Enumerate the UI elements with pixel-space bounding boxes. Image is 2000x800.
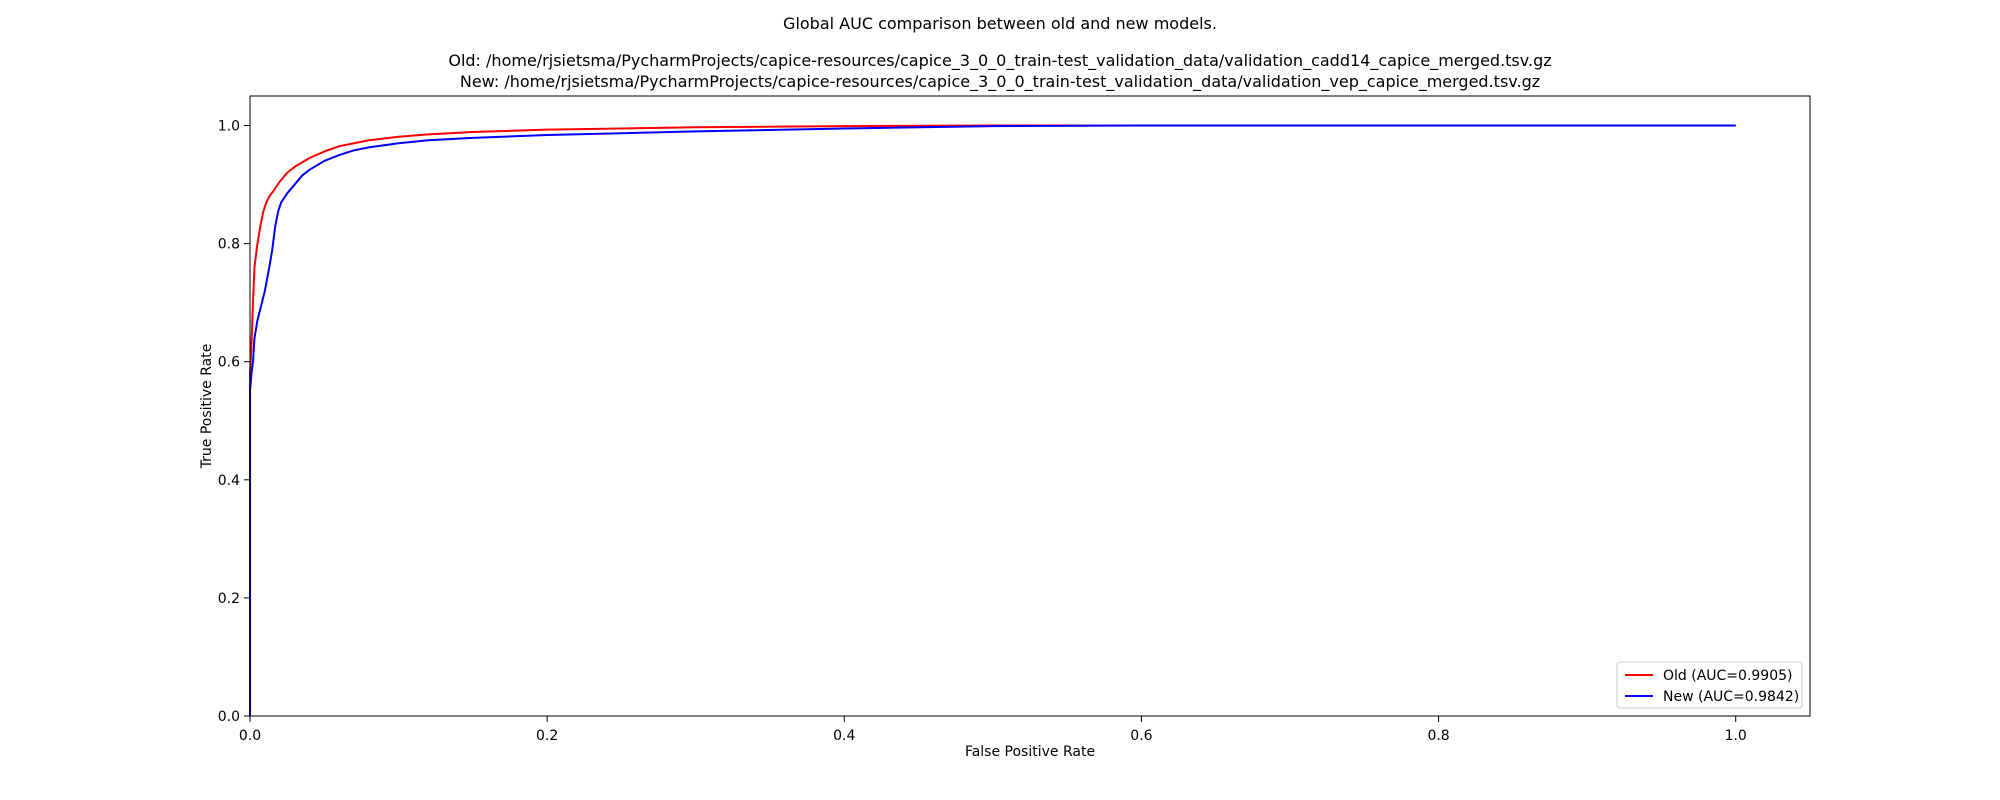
legend: Old (AUC=0.9905) New (AUC=0.9842) [1616, 661, 1803, 709]
x-axis-label: False Positive Rate [965, 744, 1095, 760]
legend-label-old: Old (AUC=0.9905) [1663, 668, 1793, 684]
x-tick-label: 0.6 [1130, 728, 1152, 744]
y-tick-label: 0.6 [218, 355, 240, 371]
legend-label-new: New (AUC=0.9842) [1663, 689, 1799, 705]
legend-frame [1616, 661, 1803, 709]
chart-subtitle-old: Old: /home/rjsietsma/PycharmProjects/cap… [448, 51, 1551, 71]
y-tick-label: 0.4 [218, 473, 240, 489]
y-axis-ticks: 0.0 0.2 0.4 0.6 0.8 1.0 [218, 119, 250, 725]
chart-title: Global AUC comparison between old and ne… [783, 14, 1217, 33]
series-group [249, 124, 1736, 716]
plot-area-frame [249, 95, 1811, 717]
y-axis-label: True Positive Rate [199, 344, 215, 470]
x-tick-label: 0.4 [833, 728, 855, 744]
x-tick-label: 0.0 [239, 728, 261, 744]
x-axis-ticks: 0.0 0.2 0.4 0.6 0.8 1.0 [239, 716, 1747, 744]
y-tick-label: 1.0 [218, 119, 240, 135]
y-tick-label: 0.2 [218, 591, 240, 607]
series-line-old [249, 124, 1736, 716]
series-line-new [249, 124, 1736, 716]
x-tick-label: 0.8 [1427, 728, 1449, 744]
chart-subtitle-new: New: /home/rjsietsma/PycharmProjects/cap… [460, 72, 1540, 92]
x-tick-label: 1.0 [1725, 728, 1747, 744]
x-tick-label: 0.2 [536, 728, 558, 744]
y-tick-label: 0.0 [218, 709, 240, 725]
y-tick-label: 0.8 [218, 237, 240, 253]
